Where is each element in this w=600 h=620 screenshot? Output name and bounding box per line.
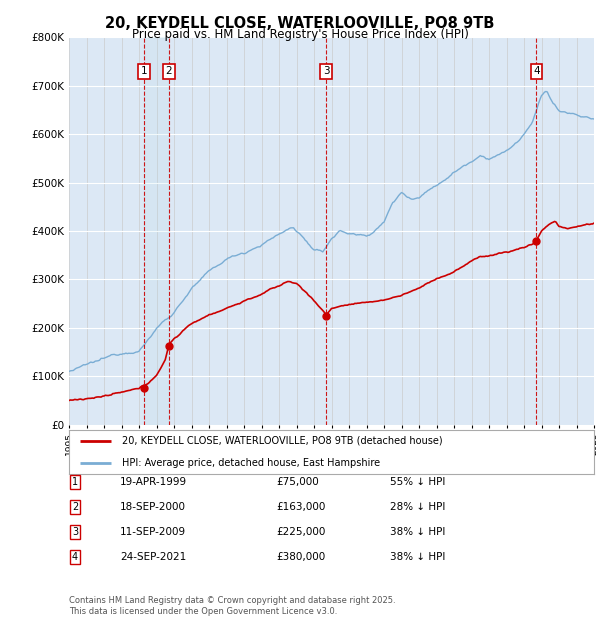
Text: 1: 1 bbox=[72, 477, 78, 487]
Text: 3: 3 bbox=[72, 527, 78, 537]
Text: 55% ↓ HPI: 55% ↓ HPI bbox=[390, 477, 445, 487]
Text: Price paid vs. HM Land Registry's House Price Index (HPI): Price paid vs. HM Land Registry's House … bbox=[131, 28, 469, 41]
Text: 1: 1 bbox=[141, 66, 148, 76]
Text: £75,000: £75,000 bbox=[276, 477, 319, 487]
Text: 18-SEP-2000: 18-SEP-2000 bbox=[120, 502, 186, 512]
Text: 24-SEP-2021: 24-SEP-2021 bbox=[120, 552, 186, 562]
Text: 20, KEYDELL CLOSE, WATERLOOVILLE, PO8 9TB: 20, KEYDELL CLOSE, WATERLOOVILLE, PO8 9T… bbox=[106, 16, 494, 30]
Text: £225,000: £225,000 bbox=[276, 527, 325, 537]
Text: £163,000: £163,000 bbox=[276, 502, 325, 512]
Text: £380,000: £380,000 bbox=[276, 552, 325, 562]
Text: 4: 4 bbox=[533, 66, 540, 76]
Text: 20, KEYDELL CLOSE, WATERLOOVILLE, PO8 9TB (detached house): 20, KEYDELL CLOSE, WATERLOOVILLE, PO8 9T… bbox=[121, 436, 442, 446]
Text: 2: 2 bbox=[72, 502, 78, 512]
Text: 19-APR-1999: 19-APR-1999 bbox=[120, 477, 187, 487]
Text: 4: 4 bbox=[72, 552, 78, 562]
Text: This data is licensed under the Open Government Licence v3.0.: This data is licensed under the Open Gov… bbox=[69, 607, 337, 616]
Text: 3: 3 bbox=[323, 66, 329, 76]
Text: 28% ↓ HPI: 28% ↓ HPI bbox=[390, 502, 445, 512]
Text: 38% ↓ HPI: 38% ↓ HPI bbox=[390, 527, 445, 537]
Text: 11-SEP-2009: 11-SEP-2009 bbox=[120, 527, 186, 537]
Text: HPI: Average price, detached house, East Hampshire: HPI: Average price, detached house, East… bbox=[121, 458, 380, 468]
Text: Contains HM Land Registry data © Crown copyright and database right 2025.: Contains HM Land Registry data © Crown c… bbox=[69, 596, 395, 604]
Bar bbox=[144, 37, 169, 425]
Text: 38% ↓ HPI: 38% ↓ HPI bbox=[390, 552, 445, 562]
Text: 2: 2 bbox=[166, 66, 172, 76]
